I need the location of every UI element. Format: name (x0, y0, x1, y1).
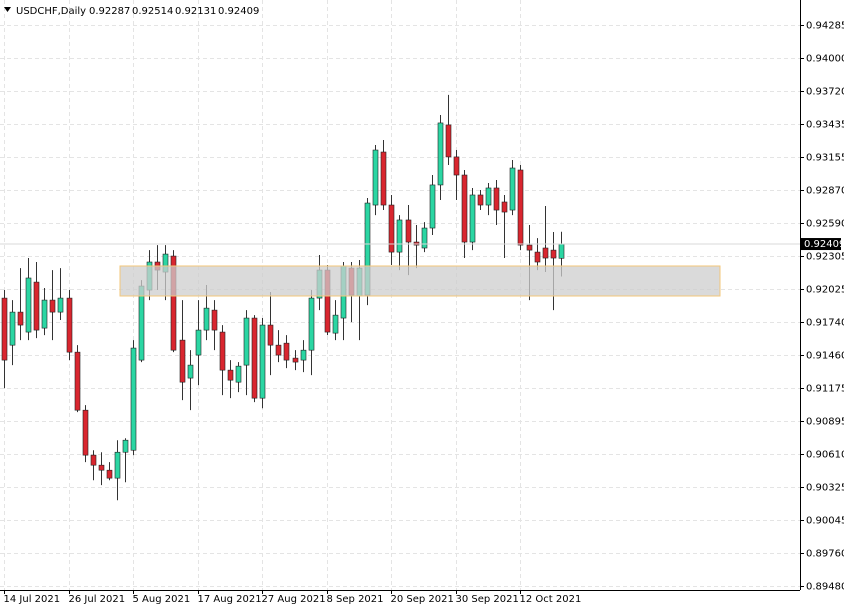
candle-body (122, 439, 129, 453)
candle-body (332, 314, 339, 334)
candle-body (283, 342, 290, 361)
chart-title: USDCHF,Daily (16, 6, 86, 17)
axes: 0.94285 0.94000 0.93720 0.93435 0.93155 0.928… (4, 21, 844, 606)
x-tick-label: 30 Sep 2021 (456, 594, 519, 605)
candle-body (114, 451, 121, 479)
y-tick-label: 0.94285 (806, 21, 844, 32)
candle-body (219, 331, 226, 371)
candle-body (534, 251, 541, 263)
x-tick-label: 20 Sep 2021 (391, 594, 454, 605)
candle-body (49, 299, 56, 313)
candle-body (437, 122, 444, 186)
candle-body (235, 365, 242, 383)
candle-body (388, 204, 395, 253)
candle-body (1, 297, 8, 361)
candle-body (405, 219, 412, 243)
header-high: 0.92514 (132, 6, 173, 17)
candle-body (33, 281, 40, 331)
last-price-box (801, 238, 841, 251)
candle-body (211, 309, 218, 331)
x-tick-label: 14 Jul 2021 (4, 594, 61, 605)
y-tick-label: 0.94000 (806, 54, 844, 65)
candle-body (501, 201, 508, 213)
candle-body (9, 311, 16, 346)
candle-body (493, 187, 500, 211)
candle-body (469, 194, 476, 243)
y-tick-label: 0.91175 (806, 384, 844, 395)
candle-body (461, 174, 468, 243)
candle-body (453, 156, 460, 176)
candle-body (195, 329, 202, 356)
candle-body (138, 285, 145, 361)
candle-body (82, 409, 89, 456)
candle-body (542, 247, 549, 259)
candle-body (445, 124, 452, 158)
candle-body (90, 454, 97, 466)
candle-body (66, 297, 73, 353)
support-zone (119, 265, 721, 297)
candle-body (517, 169, 524, 246)
y-tick-label: 0.92025 (806, 285, 844, 296)
candle-body (57, 297, 64, 313)
y-tick-label: 0.93155 (806, 153, 844, 164)
candle-body (275, 344, 282, 356)
y-tick-label: 0.93720 (806, 87, 844, 98)
candle-body (421, 227, 428, 249)
candle-body (372, 149, 379, 206)
x-tick-label: 5 Aug 2021 (133, 594, 191, 605)
y-tick-label: 0.92870 (806, 186, 844, 197)
candle-body (251, 317, 258, 399)
y-tick-label: 0.91460 (806, 351, 844, 362)
candle-body (429, 184, 436, 229)
candle-body (300, 349, 307, 361)
y-tick-label: 0.92590 (806, 219, 844, 230)
x-tick-label: 26 Jul 2021 (69, 594, 126, 605)
y-tick-label: 0.91740 (806, 318, 844, 329)
candle-body (396, 219, 403, 253)
candle-body (477, 194, 484, 206)
last-price-label: 0.92409 (804, 239, 844, 250)
header-close: 0.92409 (218, 6, 259, 17)
candle-body (106, 469, 113, 479)
x-tick-label: 27 Aug 2021 (262, 594, 326, 605)
y-tick-label: 0.90610 (806, 450, 844, 461)
candle-body (187, 364, 194, 379)
candle-body (308, 297, 315, 351)
y-tick-label: 0.92305 (806, 252, 844, 263)
header-low: 0.92131 (175, 6, 216, 17)
x-tick-label: 17 Aug 2021 (198, 594, 262, 605)
candle-body (17, 311, 24, 326)
candle-body (380, 151, 387, 206)
candle-body (74, 351, 81, 411)
candle-body (179, 339, 186, 383)
menu-triangle (4, 7, 11, 12)
candle-body (509, 167, 516, 211)
y-tick-label: 0.93435 (806, 120, 844, 131)
candle-body (267, 324, 274, 346)
overlay (0, 243, 800, 297)
y-tick-label: 0.90045 (806, 516, 844, 527)
candle-body (41, 299, 48, 329)
y-tick-label: 0.89480 (806, 582, 844, 593)
candle-body (259, 324, 266, 399)
candle-body (227, 369, 234, 381)
candle-body (243, 317, 250, 366)
header-open: 0.92287 (89, 6, 130, 17)
candle-body (550, 249, 557, 259)
candle-body (558, 243, 565, 259)
candle-body (485, 187, 492, 206)
y-tick-label: 0.90895 (806, 417, 844, 428)
candle-body (98, 464, 105, 471)
y-tick-label: 0.89760 (806, 549, 844, 560)
x-tick-label: 12 Oct 2021 (520, 594, 582, 605)
candle-body (203, 307, 210, 331)
candle-body (130, 347, 137, 451)
x-tick-label: 8 Sep 2021 (327, 594, 384, 605)
candle-body (25, 277, 32, 333)
candle-body (170, 255, 177, 351)
candle-body (292, 357, 299, 363)
y-tick-label: 0.90325 (806, 483, 844, 494)
candle-body (526, 244, 533, 251)
